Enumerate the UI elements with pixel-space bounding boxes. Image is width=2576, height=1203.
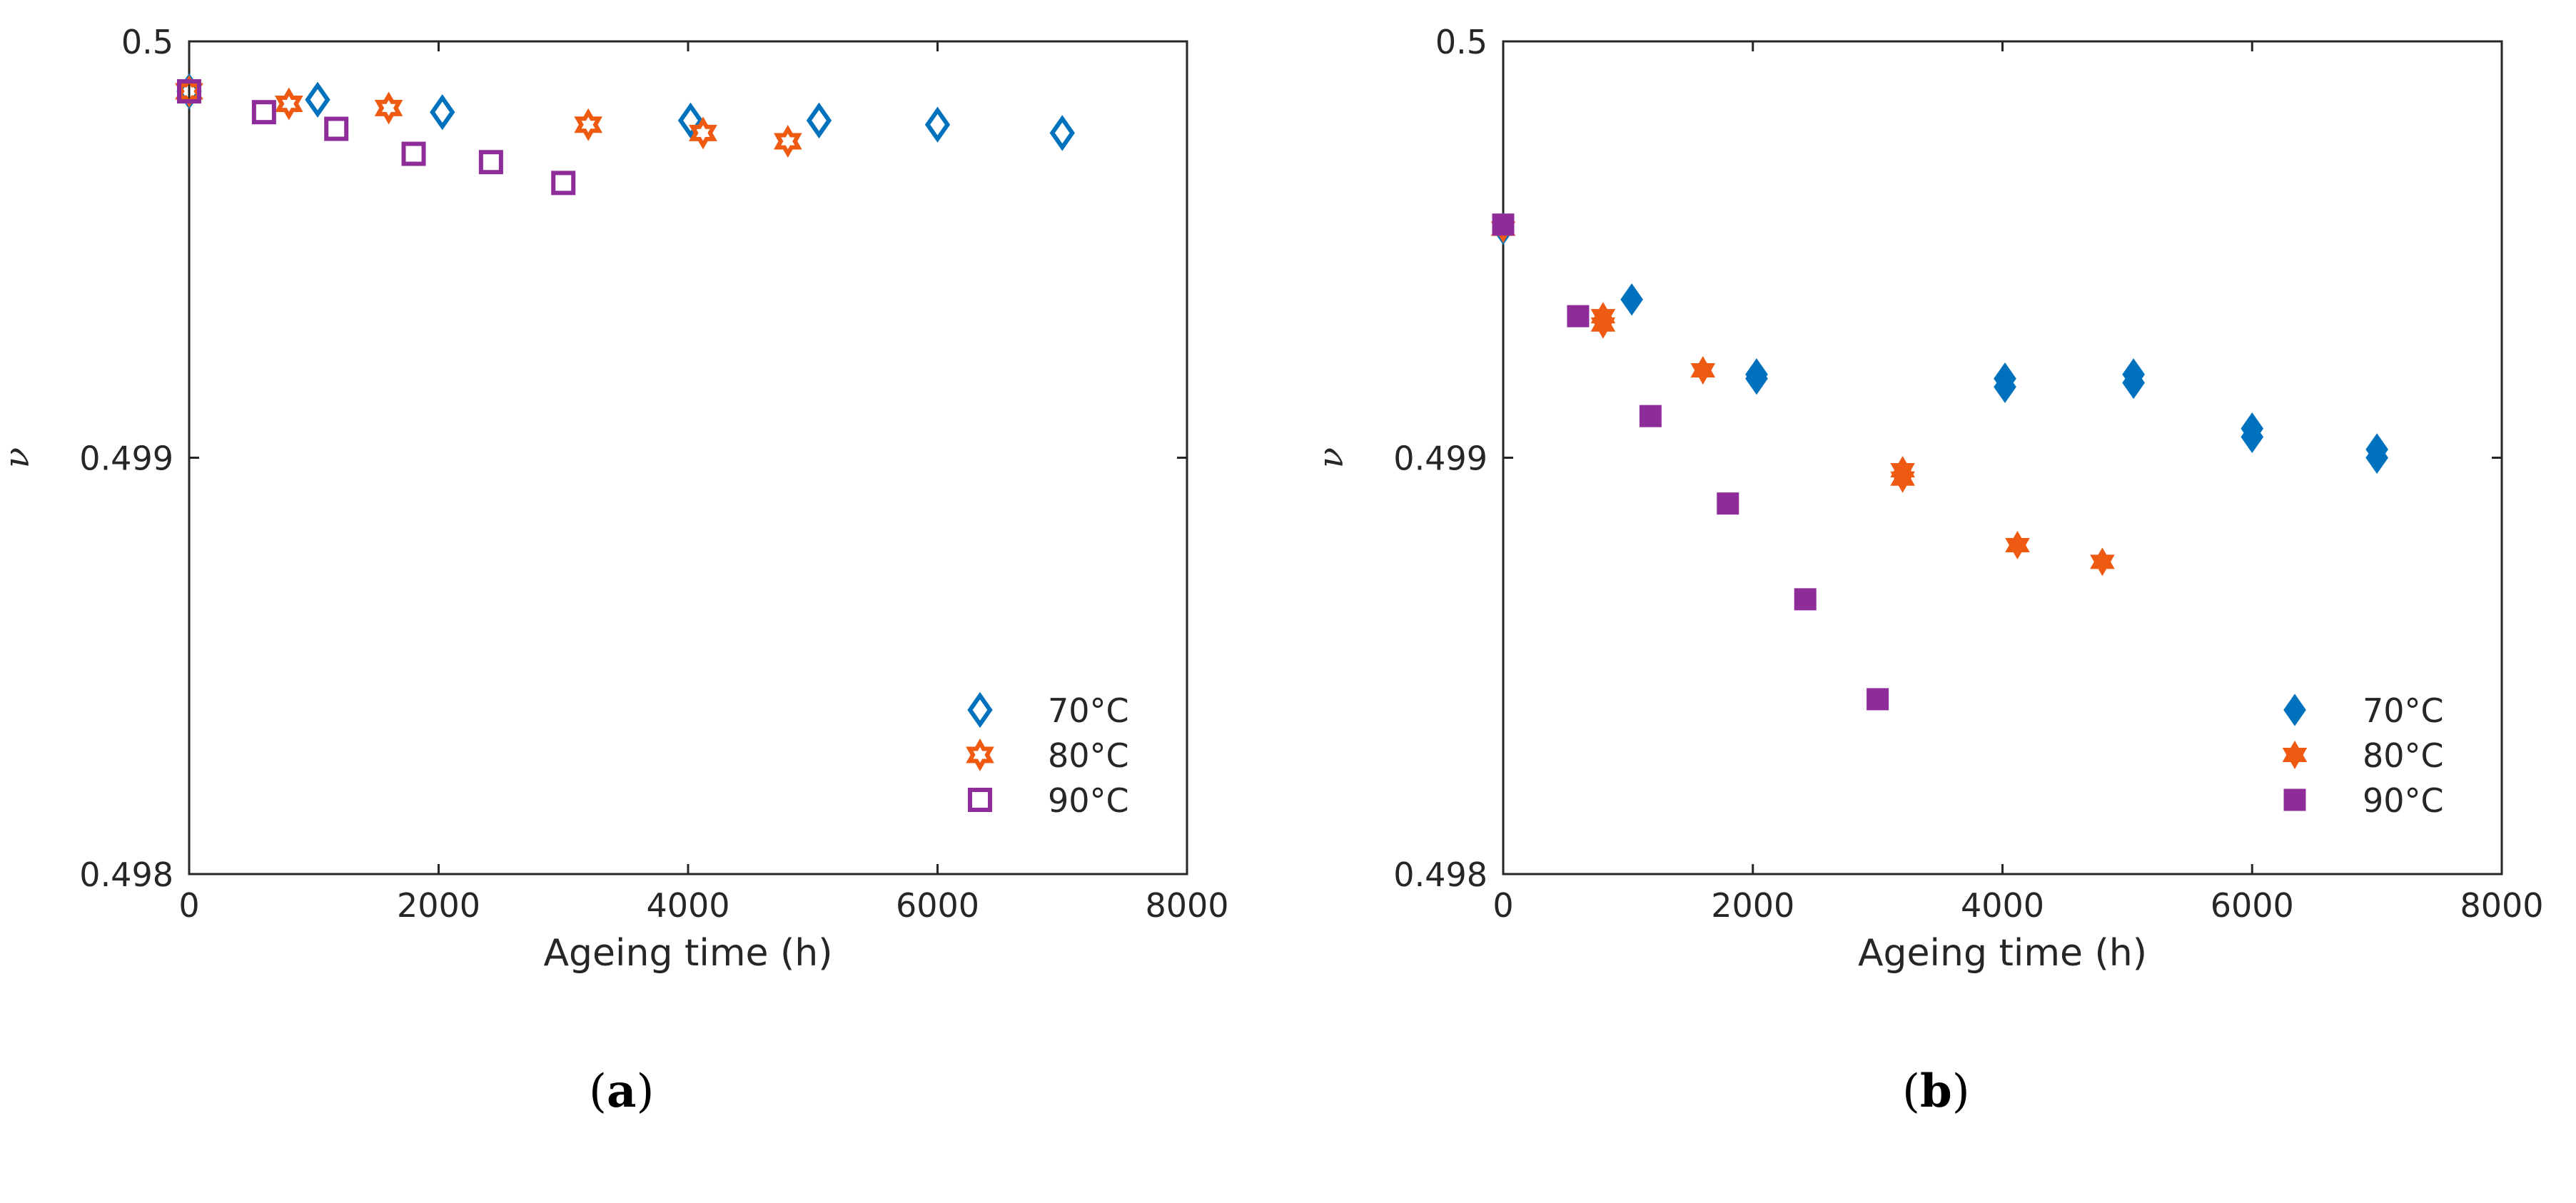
data-point-b-s2-5: [1867, 688, 1889, 711]
legend-marker-a-0: [967, 691, 993, 729]
data-point-a-s2-2: [324, 116, 349, 141]
data-point-b-s0-9: [2241, 420, 2264, 453]
chart-panel-b: 0 2000 4000 6000 8000 0.498 0.499 0.5 Ageing tim…: [1311, 23, 2544, 975]
y-tick-label-a-0: 0.498: [79, 856, 173, 894]
data-point-a-s0-2: [430, 93, 455, 131]
y-axis-label-a: ν: [0, 447, 37, 468]
legend-marker-a-1: [966, 738, 994, 772]
x-tick-label-a-4: 8000: [1145, 886, 1228, 925]
panel-label-b-text: b: [1919, 1065, 1952, 1118]
data-point-a-s2-4: [478, 150, 503, 175]
data-point-b-s2-1: [1567, 305, 1590, 328]
data-point-a-s1-3: [574, 108, 603, 141]
legend-label-a-1: 80°C: [1048, 736, 1129, 775]
y-tick-label-b-0: 0.498: [1393, 856, 1487, 894]
y-axis-label-b: ν: [1311, 447, 1351, 468]
data-point-b-s2-2: [1639, 405, 1662, 427]
y-tick-label-a-2: 0.5: [121, 23, 173, 61]
legend-label-b-2: 90°C: [2363, 781, 2444, 820]
data-point-a-s1-5: [773, 124, 802, 158]
x-tick-label-b-4: 8000: [2460, 886, 2543, 925]
data-point-b-s1-3: [1690, 356, 1716, 385]
data-point-a-s0-1: [305, 81, 330, 118]
data-point-b-s0-1: [1620, 283, 1643, 316]
x-axis-label-b: Ageing time (h): [1858, 932, 2147, 975]
data-point-b-s1-5: [1890, 464, 1915, 493]
y-tick-label-b-2: 0.5: [1435, 23, 1487, 61]
data-point-a-s2-5: [551, 171, 576, 196]
data-point-a-s2-0: [177, 79, 201, 104]
legend-marker-a-2: [968, 788, 992, 812]
legend-label-a-2: 90°C: [1048, 781, 1129, 820]
data-point-b-s0-11: [2365, 441, 2388, 474]
legend-marker-b-2: [2283, 788, 2306, 811]
x-tick-label-b-0: 0: [1492, 886, 1513, 925]
chart-panel-a: 0 2000 4000 6000 8000 0.498 0.499 0.5 Ageing tim…: [0, 23, 1229, 975]
data-point-b-s1-7: [2090, 547, 2115, 577]
x-tick-label-a-1: 2000: [397, 886, 480, 925]
y-tick-label-b-1: 0.499: [1393, 440, 1487, 478]
legend-label-b-1: 80°C: [2363, 736, 2444, 775]
data-point-a-s2-1: [251, 100, 276, 125]
panel-label-a-text: a: [606, 1065, 637, 1118]
x-axis-label-a: Ageing time (h): [543, 932, 832, 975]
data-point-a-s1-2: [374, 91, 403, 125]
data-point-b-s2-4: [1794, 588, 1817, 611]
data-point-b-s0-5: [1994, 370, 2016, 403]
data-point-b-s0-3: [1745, 362, 1768, 395]
data-point-b-s0-7: [2122, 366, 2145, 400]
data-point-b-s2-3: [1717, 492, 1739, 515]
legend-marker-b-1: [2282, 740, 2308, 770]
x-tick-label-a-3: 6000: [896, 886, 979, 925]
legend-label-a-0: 70°C: [1048, 691, 1129, 730]
data-point-a-s1-4: [689, 116, 717, 150]
data-point-a-s0-4: [806, 102, 832, 139]
data-point-a-s0-3: [677, 102, 704, 139]
legend-marker-b-0: [2283, 694, 2306, 726]
data-point-a-s1-1: [274, 87, 303, 121]
data-point-b-s2-0: [1492, 213, 1515, 236]
panel-label-a: (a): [589, 1065, 655, 1118]
data-point-b-s1-6: [2005, 530, 2030, 559]
data-point-a-s2-3: [401, 141, 426, 166]
plot-frame-b: [1502, 40, 2503, 875]
plot-frame-a: [188, 40, 1188, 875]
panel-label-b: (b): [1902, 1065, 1970, 1118]
data-point-a-s0-6: [1049, 115, 1075, 151]
x-tick-label-b-1: 2000: [1711, 886, 1794, 925]
x-tick-label-b-3: 6000: [2211, 886, 2294, 925]
data-point-a-s0-5: [924, 106, 951, 143]
x-tick-label-b-2: 4000: [1961, 886, 2044, 925]
y-tick-label-a-1: 0.499: [79, 440, 173, 478]
data-point-b-s1-2: [1590, 310, 1616, 339]
x-tick-label-a-2: 4000: [646, 886, 729, 925]
legend-label-b-0: 70°C: [2363, 691, 2444, 730]
x-tick-label-a-0: 0: [178, 886, 199, 925]
